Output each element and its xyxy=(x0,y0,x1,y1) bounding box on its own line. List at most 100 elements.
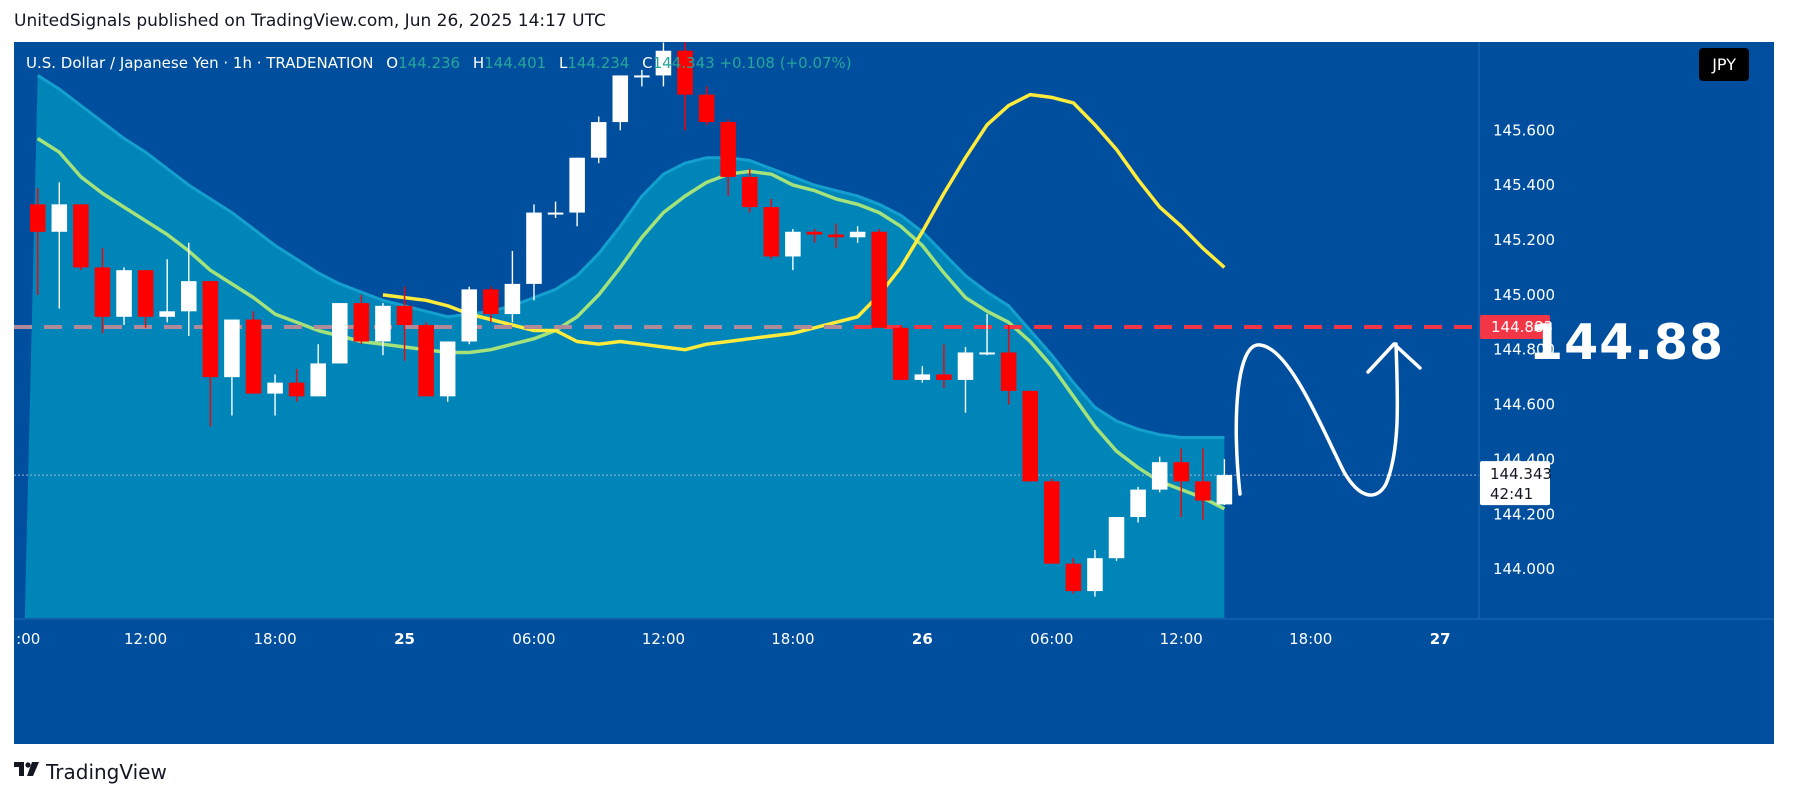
projection-wave-drawing xyxy=(1234,342,1400,497)
candle-37 xyxy=(828,223,844,249)
target-price-tag-label: 144.883 xyxy=(1491,318,1553,336)
candle-body xyxy=(51,204,68,232)
time-tick-label: 06:00 xyxy=(512,630,555,648)
candle-25 xyxy=(569,157,585,227)
last-price-tag-label: 144.343 xyxy=(1490,465,1552,483)
time-tick-label: 26 xyxy=(912,630,933,648)
candle-2 xyxy=(73,204,89,271)
projection-arrowhead xyxy=(1366,342,1422,374)
time-tick-label: 25 xyxy=(394,630,415,648)
time-tick-label: 12:00 xyxy=(1160,630,1203,648)
candle-3 xyxy=(94,248,111,334)
candle-32 xyxy=(720,119,736,197)
time-tick-label: 27 xyxy=(1430,630,1451,648)
candle-23 xyxy=(526,204,542,301)
horizontal-lines-layer xyxy=(14,324,1774,476)
candle-35 xyxy=(785,229,801,271)
brand-name: TradingView xyxy=(46,760,167,784)
candle-22 xyxy=(504,250,521,323)
candle-body xyxy=(353,303,370,342)
candle-13 xyxy=(310,344,326,397)
candle-17 xyxy=(396,286,413,361)
candle-19 xyxy=(439,341,456,402)
last-price-tag-bg xyxy=(1480,461,1550,506)
candle-body xyxy=(1044,481,1060,564)
legend-low-value: 144.234 xyxy=(567,54,630,72)
price-tick-label: 145.600 xyxy=(1493,121,1555,139)
candle-body xyxy=(849,231,866,238)
target-price-annotation: 144.88 xyxy=(1529,314,1725,371)
candle-body xyxy=(871,231,887,328)
candle-body xyxy=(159,311,175,317)
candle-body xyxy=(698,94,715,123)
candle-52 xyxy=(1151,456,1168,493)
candle-51 xyxy=(1130,486,1146,523)
candle-4 xyxy=(116,267,132,326)
candle-body xyxy=(828,234,844,238)
candle-body xyxy=(1195,481,1211,501)
candle-28 xyxy=(634,69,650,87)
ema-band-layer xyxy=(24,74,1225,618)
candle-body xyxy=(741,176,758,208)
candle-body xyxy=(439,341,456,397)
ema-band-upper-line xyxy=(36,74,1225,439)
candle-body xyxy=(267,382,283,394)
candle-body xyxy=(677,50,693,95)
candle-body xyxy=(936,374,952,380)
drawings-layer xyxy=(1234,342,1422,497)
candle-31 xyxy=(698,86,715,125)
candle-53 xyxy=(1173,448,1190,518)
candle-24 xyxy=(547,201,564,219)
tradingview-logo-icon xyxy=(14,761,40,783)
candle-body xyxy=(202,281,219,378)
candle-body xyxy=(785,231,801,257)
price-tick-label: 144.800 xyxy=(1493,341,1555,359)
candle-body xyxy=(224,319,240,378)
candle-body xyxy=(461,289,478,342)
candle-body xyxy=(116,270,132,317)
bar-countdown-label: 42:41 xyxy=(1490,485,1533,503)
candle-body xyxy=(1087,558,1103,592)
legend-close-value: 144.343 xyxy=(652,54,715,72)
candle-6 xyxy=(159,259,175,323)
chart-frame[interactable]: 144.000 144.200 144.400 144.600 144.800 145.0… xyxy=(14,42,1774,744)
candle-0 xyxy=(29,187,46,295)
legend-low-label: L xyxy=(558,54,568,72)
candle-49 xyxy=(1087,549,1103,597)
currency-badge[interactable]: JPY xyxy=(1699,48,1749,81)
candle-7 xyxy=(180,242,197,336)
price-tick-label: 144.600 xyxy=(1493,396,1555,414)
candle-body xyxy=(1151,462,1168,490)
candle-body xyxy=(418,325,434,397)
candle-body xyxy=(310,363,326,397)
candle-body xyxy=(720,122,736,177)
price-tick-label: 145.400 xyxy=(1493,176,1555,194)
candle-body xyxy=(590,122,607,158)
candle-body xyxy=(396,305,413,326)
price-chart[interactable]: 144.000144.200144.400144.600144.800145.0… xyxy=(14,42,1774,744)
candle-body xyxy=(94,267,111,317)
candle-body xyxy=(29,204,46,232)
last-price-tag: 144.343 42:41 xyxy=(1480,461,1552,506)
candle-body xyxy=(1022,390,1038,482)
candle-body xyxy=(634,75,650,78)
time-tick-label: 18:00 xyxy=(1289,630,1332,648)
candle-15 xyxy=(353,294,370,345)
candle-body xyxy=(1065,563,1082,592)
candle-body xyxy=(655,50,672,76)
candle-14 xyxy=(332,303,348,364)
legend-high-label: H xyxy=(472,54,485,72)
candle-10 xyxy=(245,311,262,394)
candle-27 xyxy=(612,75,629,131)
tradingview-brand[interactable]: TradingView xyxy=(14,760,167,784)
candle-body xyxy=(806,231,823,235)
candle-34 xyxy=(763,198,780,260)
legend-symbol: U.S. Dollar / Japanese Yen · 1h · TRADEN… xyxy=(26,54,374,72)
legend-open-value: 144.236 xyxy=(398,54,461,72)
candle-44 xyxy=(979,314,995,356)
candle-55 xyxy=(1216,459,1233,505)
candle-body xyxy=(612,75,629,123)
ema-fast-line xyxy=(382,92,1226,352)
candle-1 xyxy=(51,182,68,309)
legend-close-label: C xyxy=(642,54,653,72)
